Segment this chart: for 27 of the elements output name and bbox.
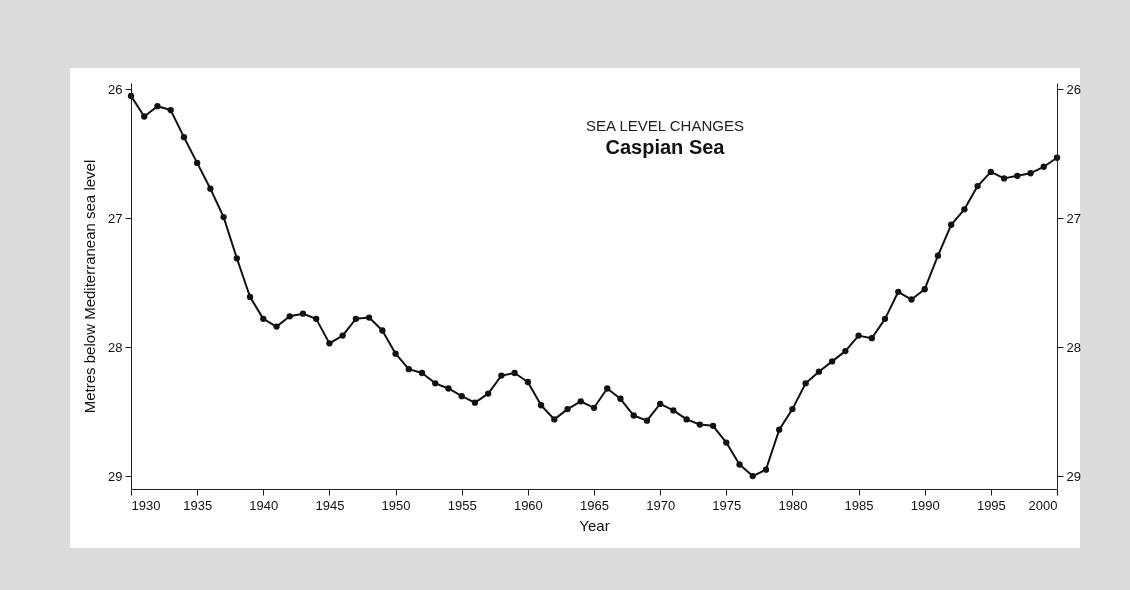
y-tick-label: 26 — [108, 81, 123, 97]
x-tick-label: 1965 — [580, 497, 609, 513]
x-tick-label: 1930 — [131, 497, 161, 513]
y-tick-label: 29 — [108, 468, 123, 484]
x-tick-label: 1950 — [381, 497, 411, 513]
x-tick-label: 1980 — [778, 497, 808, 513]
x-tick-label: 1995 — [976, 497, 1006, 513]
x-tick-label: 1970 — [646, 497, 676, 513]
y2-tick-label: 29 — [1066, 468, 1081, 484]
y-axis-title: Metres below Mediterranean sea level — [81, 159, 99, 414]
text: Caspian Sea — [605, 136, 726, 158]
x-tick-label: 1975 — [712, 497, 742, 513]
x-axis-title: Year — [579, 516, 610, 534]
x-tick-label: 1985 — [844, 497, 874, 513]
x-tick-label: 1990 — [910, 497, 940, 513]
x-tick-label: 1960 — [513, 497, 543, 513]
y-tick-label: 27 — [108, 210, 123, 226]
x-tick-label: 1945 — [315, 497, 345, 513]
y2-tick-label: 26 — [1066, 81, 1081, 97]
x-tick-label: 1935 — [183, 497, 213, 513]
y2-tick-label: 28 — [1066, 339, 1081, 355]
y-tick-label: 28 — [108, 339, 123, 355]
text: SEA LEVEL CHANGES — [586, 117, 744, 134]
x-tick-label: 1955 — [447, 497, 477, 513]
y2-tick-label: 27 — [1066, 210, 1081, 226]
x-tick-label: 1940 — [249, 497, 279, 513]
x-tick-label: 2000 — [1028, 497, 1058, 513]
